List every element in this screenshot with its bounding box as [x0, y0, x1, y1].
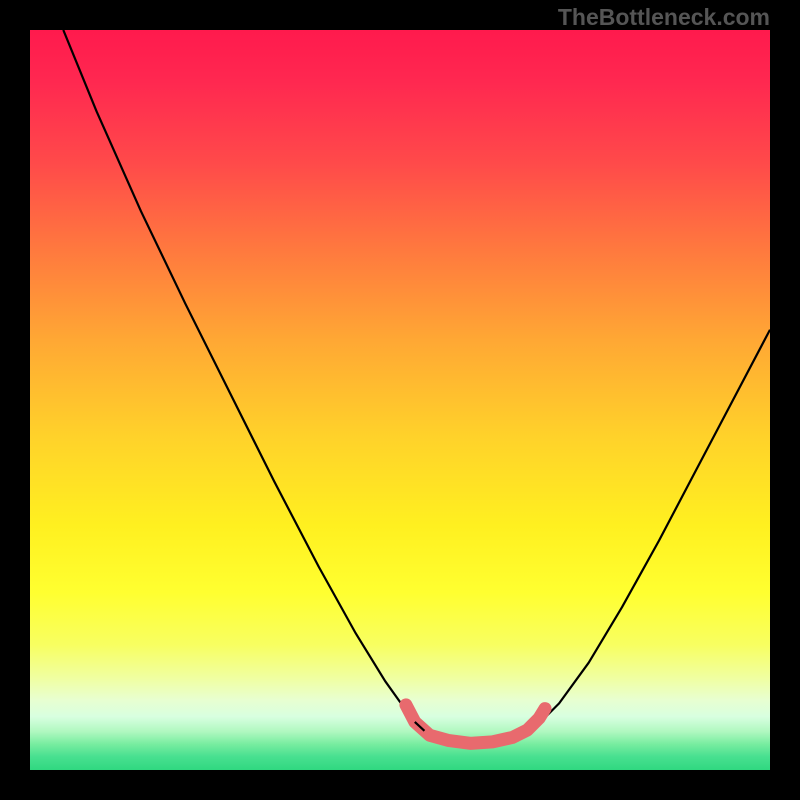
plot-area	[30, 30, 770, 770]
watermark-text: TheBottleneck.com	[558, 4, 770, 31]
bottleneck-curve	[63, 30, 770, 746]
highlight-segment	[406, 705, 545, 743]
curve-layer	[30, 30, 770, 770]
